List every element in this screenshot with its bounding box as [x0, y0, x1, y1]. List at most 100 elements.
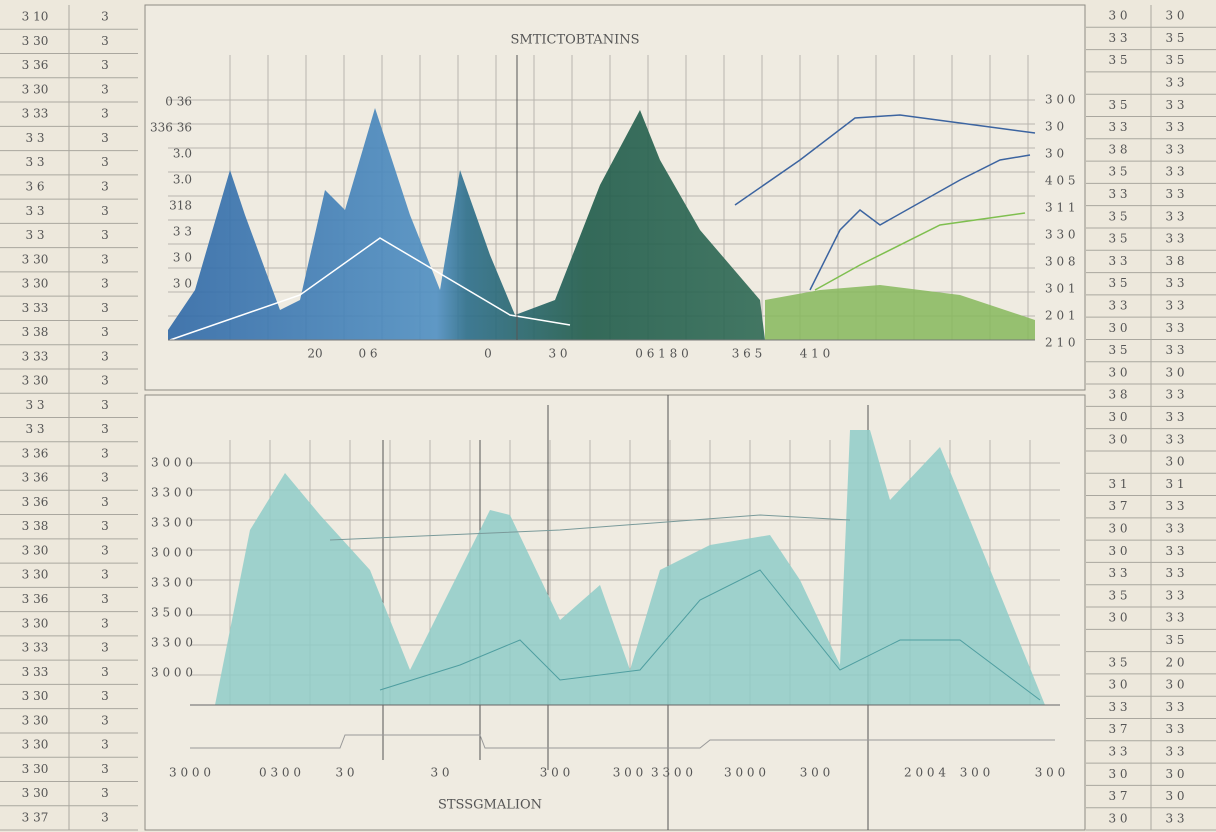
table-cell: 3 3 — [1165, 722, 1184, 736]
y-label: 3 0 — [173, 251, 192, 265]
green-area — [765, 285, 1035, 340]
blue-line — [734, 114, 1036, 206]
table-cell: 3 30 — [22, 616, 49, 630]
x-label: 0 3 0 0 — [259, 766, 301, 780]
y-label: 3 0 0 0 — [151, 456, 193, 470]
y2-label: 3 0 8 — [1045, 255, 1076, 269]
x-label: 3 0 0 0 — [724, 766, 766, 780]
table-cell: 3 0 — [1108, 767, 1127, 781]
table-cell: 3 5 — [1108, 232, 1127, 246]
table-cell: 3 8 — [1108, 388, 1127, 402]
table-cell: 3 3 — [1165, 499, 1184, 513]
table-cell: 3 5 — [1165, 53, 1184, 67]
table-cell: 3 5 — [1108, 209, 1127, 223]
y-label: 3 0 0 0 — [151, 546, 193, 560]
table-cell: 3 0 — [1165, 365, 1184, 379]
green-line — [814, 212, 1026, 291]
table-cell: 3 5 — [1165, 633, 1184, 647]
table-cell: 3 3 — [25, 155, 44, 169]
y-label: 3 3 0 0 — [151, 516, 193, 530]
table-cell: 3 0 — [1108, 321, 1127, 335]
table-cell: 3 33 — [22, 349, 49, 363]
table-cell: 3 0 — [1165, 767, 1184, 781]
white-line — [169, 237, 571, 341]
table-cell: 3 — [101, 179, 109, 193]
y-label: 3 3 — [173, 225, 192, 239]
x-label: 3 0 0 — [540, 766, 571, 780]
table-cell: 3 36 — [22, 471, 49, 485]
table-cell: 3 30 — [22, 762, 49, 776]
table-cell: 3 38 — [22, 519, 49, 533]
table-cell: 3 38 — [22, 325, 49, 339]
table-cell: 3 30 — [22, 738, 49, 752]
table-cell: 3 — [101, 228, 109, 242]
table-cell: 3 0 — [1165, 678, 1184, 692]
x-label: 3 0 0 — [1035, 766, 1066, 780]
table-cell: 3 0 — [1165, 789, 1184, 803]
table-cell: 3 — [101, 34, 109, 48]
x-label: 3 0 0 — [613, 766, 644, 780]
x-label: 3 0 — [548, 347, 567, 361]
table-cell: 3 0 — [1108, 432, 1127, 446]
table-cell: 3 — [101, 495, 109, 509]
table-cell: 3 36 — [22, 592, 49, 606]
y2-label: 3 3 0 — [1045, 228, 1076, 242]
table-cell: 3 1 — [1108, 477, 1127, 491]
table-cell: 3 3 — [1165, 588, 1184, 602]
table-cell: 3 — [101, 155, 109, 169]
table-cell: 3 — [101, 204, 109, 218]
table-cell: 3 30 — [22, 374, 49, 388]
y-label: 318 — [169, 199, 192, 213]
table-cell: 3 30 — [22, 82, 49, 96]
y2-label: 3 0 — [1045, 120, 1064, 134]
x-label: 3 0 — [335, 766, 354, 780]
table-cell: 3 3 — [1165, 142, 1184, 156]
table-cell: 3 6 — [25, 179, 44, 193]
table-cell: 3 3 — [25, 228, 44, 242]
y2-label: 3 0 0 — [1045, 93, 1076, 107]
table-cell: 3 1 — [1165, 477, 1184, 491]
table-cell: 3 30 — [22, 252, 49, 266]
table-cell: 3 30 — [22, 713, 49, 727]
y-label: 0 36 — [165, 95, 192, 109]
table-cell: 3 30 — [22, 543, 49, 557]
table-cell: 3 — [101, 252, 109, 266]
teal-area — [215, 430, 1045, 705]
table-cell: 3 30 — [22, 689, 49, 703]
table-cell: 3 5 — [1108, 588, 1127, 602]
table-cell: 3 3 — [1165, 388, 1184, 402]
table-cell: 3 — [101, 762, 109, 776]
x-label: 3 0 0 — [960, 766, 991, 780]
table-cell: 3 — [101, 277, 109, 291]
table-cell: 3 3 — [1108, 566, 1127, 580]
table-cell: 3 30 — [22, 34, 49, 48]
y-label: 3 0 — [173, 277, 192, 291]
table-cell: 3 — [101, 689, 109, 703]
table-cell: 3 0 — [1108, 410, 1127, 424]
table-cell: 3 3 — [1165, 544, 1184, 558]
table-cell: 3 3 — [25, 131, 44, 145]
table-cell: 3 — [101, 58, 109, 72]
y-label: 3 3 0 0 — [151, 576, 193, 590]
grey-line — [329, 514, 851, 541]
table-cell: 3 3 — [1165, 232, 1184, 246]
table-cell: 3 — [101, 374, 109, 388]
y2-label: 3 0 1 — [1045, 282, 1076, 296]
table-cell: 3 36 — [22, 446, 49, 460]
table-cell: 3 — [101, 422, 109, 436]
table-cell: 3 — [101, 398, 109, 412]
table-cell: 3 10 — [22, 10, 49, 24]
table-cell: 3 33 — [22, 641, 49, 655]
x-label: 20 — [307, 347, 322, 361]
y2-label: 4 0 5 — [1045, 174, 1076, 188]
table-cell: 3 5 — [1108, 98, 1127, 112]
table-cell: 3 3 — [25, 398, 44, 412]
table-cell: 3 3 — [1108, 31, 1127, 45]
blue-line — [809, 154, 1031, 291]
table-cell: 3 — [101, 131, 109, 145]
table-cell: 3 3 — [1165, 343, 1184, 357]
table-cell: 3 30 — [22, 568, 49, 582]
x-label: 0 6 1 8 0 — [635, 347, 688, 361]
table-cell: 3 — [101, 471, 109, 485]
table-cell: 3 0 — [1108, 678, 1127, 692]
